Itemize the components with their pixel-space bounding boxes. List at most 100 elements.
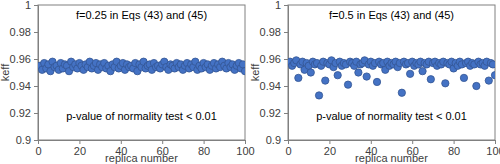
- tick: 20: [324, 140, 336, 157]
- annotation: p-value of normality test < 0.01: [316, 110, 467, 122]
- point: [427, 76, 434, 83]
- tick-mark: [284, 5, 288, 6]
- tick-mark: [245, 140, 246, 144]
- tick-label: 0: [35, 145, 41, 157]
- tick: 0.98: [260, 26, 288, 38]
- point: [419, 67, 426, 74]
- annotation: p-value of normality test < 0.01: [66, 110, 217, 122]
- tick-mark: [412, 140, 413, 144]
- tick-label: 80: [198, 145, 210, 157]
- axis-line: [39, 141, 246, 145]
- tick-label: 0.98: [10, 26, 31, 38]
- points: [38, 58, 245, 75]
- point: [355, 69, 362, 76]
- tick-mark: [495, 140, 496, 144]
- point: [363, 73, 370, 80]
- tick-mark: [204, 140, 205, 144]
- tick: 0.98: [10, 26, 38, 38]
- tick: 20: [74, 140, 86, 157]
- tick: 1: [275, 0, 288, 11]
- tick-label: 20: [74, 145, 86, 157]
- tick: 0.9: [16, 134, 38, 146]
- point: [491, 72, 495, 79]
- y-axis-title: keff: [0, 63, 11, 81]
- plot-frame: [38, 5, 245, 140]
- point: [442, 80, 449, 87]
- tick-label: 1: [275, 0, 281, 11]
- point: [373, 78, 380, 85]
- tick: 0.96: [260, 53, 288, 65]
- tick: 0.96: [10, 53, 38, 65]
- point: [315, 92, 322, 99]
- tick-mark: [34, 86, 38, 87]
- tick-mark: [329, 140, 330, 144]
- figure: 0204060801000.90.920.940.960.981f=0.25 i…: [0, 0, 500, 164]
- point: [322, 77, 329, 84]
- tick-label: 0.9: [16, 134, 31, 146]
- tick-mark: [121, 140, 122, 144]
- tick-mark: [162, 140, 163, 144]
- tick: 100: [486, 140, 500, 157]
- point: [241, 67, 245, 74]
- x-axis-title: replica number: [355, 152, 428, 164]
- tick-mark: [284, 59, 288, 60]
- y-axis: 0.9 0.92 0.94 0.96 0.98 1: [260, 0, 289, 146]
- tick-label: 0.94: [260, 80, 281, 92]
- tick: 0.92: [10, 107, 38, 119]
- tick-mark: [34, 59, 38, 60]
- tick-mark: [371, 140, 372, 144]
- tick-label: 0.94: [10, 80, 31, 92]
- x-axis-title: replica number: [105, 152, 178, 164]
- point: [295, 74, 302, 81]
- tick-mark: [284, 86, 288, 87]
- tick: 0.9: [266, 134, 288, 146]
- tick-label: 0.96: [10, 53, 31, 65]
- tick-mark: [284, 113, 288, 114]
- point: [485, 77, 492, 84]
- tick: 0: [35, 140, 41, 157]
- tick: 80: [448, 140, 460, 157]
- tick-label: 0.92: [10, 107, 31, 119]
- plot-frame: [288, 5, 495, 140]
- point: [307, 69, 314, 76]
- tick: 0.92: [260, 107, 288, 119]
- tick-mark: [34, 32, 38, 33]
- chart-container: 0204060801000.90.920.940.960.981f=0.25 i…: [0, 0, 500, 164]
- tick: 100: [236, 140, 254, 157]
- tick-mark: [79, 140, 80, 144]
- tick-label: 0.92: [260, 107, 281, 119]
- y-axis-title: keff: [249, 63, 261, 81]
- point: [489, 61, 495, 68]
- tick-label: 100: [236, 145, 254, 157]
- point: [239, 61, 245, 68]
- tick: 80: [198, 140, 210, 157]
- point: [344, 81, 351, 88]
- axis-line: [284, 6, 289, 141]
- panel: 0204060801000.90.920.940.960.981f=0.25 i…: [0, 0, 255, 164]
- tick-mark: [34, 140, 38, 141]
- tick-label: 100: [486, 145, 500, 157]
- annotation: f=0.5 in Eqs (43) and (45): [329, 9, 454, 21]
- tick: 1: [25, 0, 38, 11]
- y-axis: 0.9 0.92 0.94 0.96 0.98 1: [10, 0, 39, 146]
- tick-mark: [454, 140, 455, 144]
- tick-label: 0: [285, 145, 291, 157]
- point: [473, 82, 480, 89]
- tick: 0.94: [10, 80, 38, 92]
- tick-label: 80: [448, 145, 460, 157]
- point: [334, 72, 341, 79]
- tick-label: 0.9: [266, 134, 281, 146]
- tick-mark: [284, 32, 288, 33]
- point: [406, 70, 413, 77]
- point: [398, 89, 405, 96]
- axis-line: [289, 141, 496, 145]
- tick-label: 0.98: [260, 26, 281, 38]
- annotation: f=0.25 in Eqs (43) and (45): [76, 9, 207, 21]
- tick: 0: [285, 140, 291, 157]
- tick-label: 1: [25, 0, 31, 11]
- panel: 0204060801000.90.920.940.960.981f=0.5 in…: [249, 0, 500, 164]
- points: [288, 57, 495, 99]
- tick-mark: [284, 140, 288, 141]
- axis-line: [34, 6, 39, 141]
- tick-label: 20: [324, 145, 336, 157]
